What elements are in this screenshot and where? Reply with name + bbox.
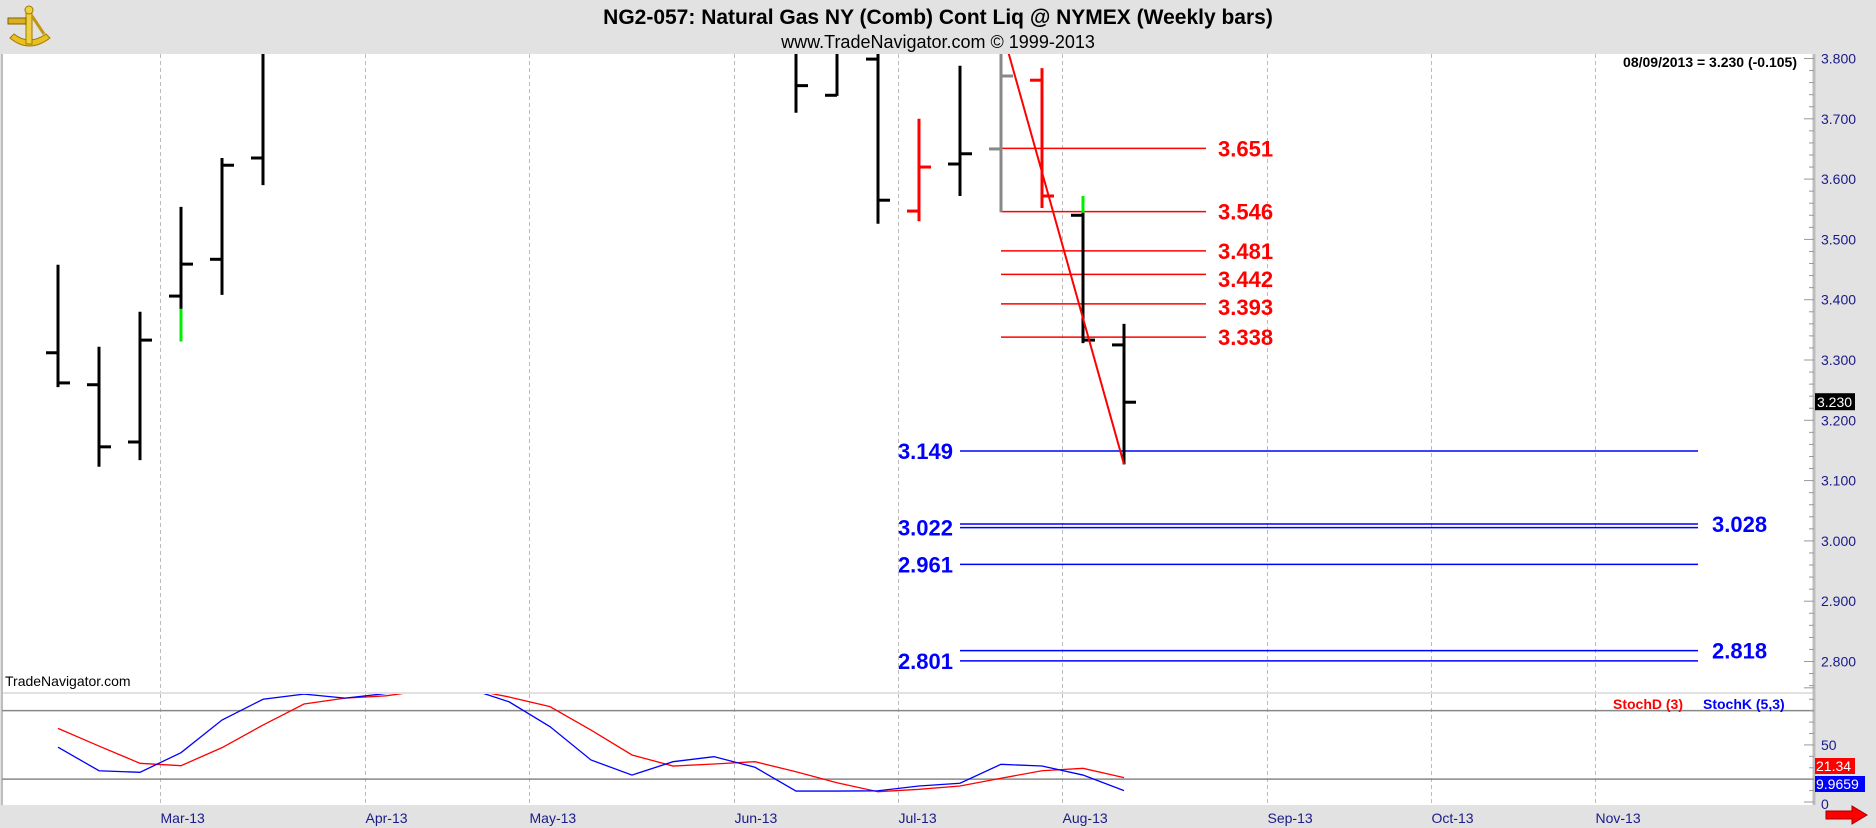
legend-stochk: StochK (5,3)	[1703, 696, 1785, 712]
sextant-icon	[7, 5, 51, 47]
fib-label-blue: 2.801	[898, 649, 953, 674]
fib-label-blue: 3.022	[898, 516, 953, 541]
price-bar[interactable]	[825, 40, 839, 97]
stoch-panel[interactable]	[2, 694, 1814, 805]
y-tick-label: 3.700	[1821, 111, 1856, 127]
x-tick-label: Apr-13	[366, 810, 408, 826]
y-tick-label: 3.800	[1821, 51, 1856, 67]
stoch-line-k	[57, 694, 1125, 792]
stoch-tick-label: 50	[1821, 737, 1837, 753]
fib-label-red: 3.651	[1218, 136, 1273, 161]
price-bar[interactable]	[210, 157, 234, 295]
price-bar[interactable]	[989, 40, 1013, 213]
fib-label-red: 3.481	[1218, 239, 1273, 264]
chart-subtitle: www.TradeNavigator.com © 1999-2013	[780, 32, 1095, 52]
x-tick-label: May-13	[530, 810, 577, 826]
last-price-label: 3.230	[1817, 394, 1852, 410]
watermark: TradeNavigator.com	[5, 673, 131, 689]
price-bar[interactable]	[1112, 323, 1136, 465]
x-tick-label: Nov-13	[1596, 810, 1641, 826]
stoch-last-value: 9.9659	[1816, 776, 1859, 792]
y-tick-label: 2.800	[1821, 654, 1856, 670]
x-tick-label: Aug-13	[1063, 810, 1108, 826]
fib-label-red: 3.393	[1218, 295, 1273, 320]
arrow-right-icon	[1825, 805, 1868, 825]
price-bar[interactable]	[169, 206, 193, 342]
fib-label-red: 3.338	[1218, 325, 1273, 350]
x-tick-label: Jul-13	[899, 810, 937, 826]
price-readout: 08/09/2013 = 3.230 (-0.105)	[1623, 54, 1797, 70]
fib-label-blue: 2.818	[1712, 639, 1767, 664]
price-panel[interactable]	[2, 54, 1814, 692]
stoch-line-d	[57, 694, 1125, 793]
x-tick-label: Sep-13	[1268, 810, 1313, 826]
y-tick-label: 3.400	[1821, 292, 1856, 308]
price-bar[interactable]	[128, 311, 152, 461]
price-bar[interactable]	[87, 346, 111, 467]
x-tick-label: Jun-13	[735, 810, 778, 826]
stoch-tick-label: 0	[1821, 796, 1829, 812]
fib-label-blue: 3.149	[898, 439, 953, 464]
y-tick-label: 3.300	[1821, 352, 1856, 368]
chart-title: NG2-057: Natural Gas NY (Comb) Cont Liq …	[603, 6, 1273, 29]
fib-label-red: 3.442	[1218, 267, 1273, 292]
y-tick-label: 3.200	[1821, 412, 1856, 428]
price-bar[interactable]	[46, 264, 70, 388]
x-tick-label: Mar-13	[161, 810, 206, 826]
y-tick-label: 3.100	[1821, 473, 1856, 489]
last-price-box	[1815, 393, 1855, 411]
price-bar[interactable]	[907, 118, 931, 222]
y-tick-label: 2.900	[1821, 593, 1856, 609]
stoch-last-value: 21.34	[1816, 758, 1851, 774]
fib-label-blue: 2.961	[898, 552, 953, 577]
price-bar[interactable]	[948, 65, 972, 196]
price-bar[interactable]	[251, 40, 265, 186]
trendline[interactable]	[1005, 40, 1125, 465]
price-bar[interactable]	[794, 40, 808, 113]
y-tick-label: 3.000	[1821, 533, 1856, 549]
legend-stochd: StochD (3)	[1613, 696, 1683, 712]
price-bar[interactable]	[866, 40, 890, 224]
fib-label-red: 3.546	[1218, 200, 1273, 225]
scroll-right-button[interactable]	[1825, 805, 1868, 825]
y-tick-label: 3.500	[1821, 231, 1856, 247]
y-tick-label: 3.600	[1821, 171, 1856, 187]
stoch-last-box	[1815, 776, 1865, 792]
stoch-last-box	[1815, 758, 1855, 774]
x-tick-label: Oct-13	[1432, 810, 1474, 826]
fib-label-blue: 3.028	[1712, 512, 1767, 537]
